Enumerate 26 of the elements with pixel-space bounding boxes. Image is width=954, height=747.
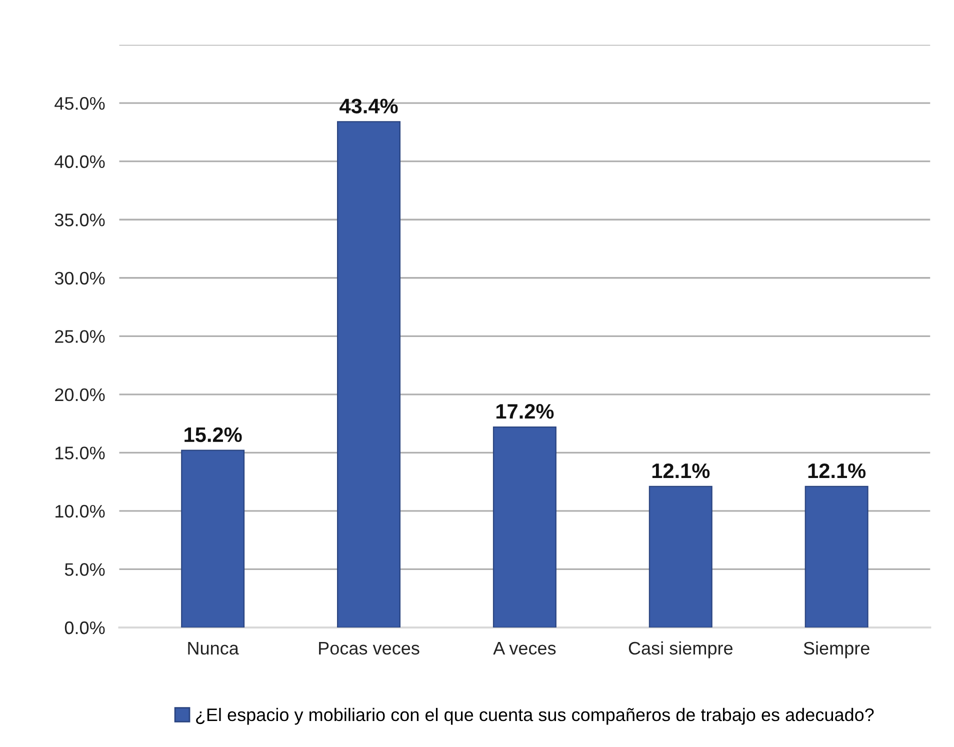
text: 12.1% (652, 463, 710, 478)
y-tick-label: 10.0% (56, 504, 105, 518)
x-tick-label: Casi siempre (628, 641, 733, 658)
y-tick-label: 30.0% (54, 272, 105, 285)
legend-label: ¿El espacio y mobiliario con el que cuenta sus compañeros de trabajo es adecuado? (196, 708, 874, 725)
text: 43.4% (340, 98, 398, 114)
x-tick-label: Siempre (804, 641, 870, 658)
x-tick-label: Pocas veces (319, 642, 420, 655)
y-tick-label: 15.0% (56, 446, 105, 460)
y-tick-label: 35.0% (54, 214, 105, 226)
bar (337, 121, 400, 628)
bar (804, 486, 868, 628)
y-tick-label: 0.0% (64, 621, 105, 634)
bar (181, 450, 245, 628)
x-tick-label: Nunca (188, 642, 239, 655)
x-tick-label: A veces (493, 642, 556, 655)
y-tick-label: 40.0% (54, 155, 105, 168)
y-tick-label: 25.0% (55, 330, 105, 343)
bar (492, 426, 556, 628)
bar (648, 486, 712, 628)
y-tick-label: 5.0% (64, 563, 105, 576)
y-tick-label: 45.0% (54, 97, 105, 110)
text: 17.2% (496, 404, 554, 419)
text: 12.1% (808, 463, 866, 478)
text: 15.2% (184, 427, 242, 442)
y-tick-label: 20.0% (55, 388, 105, 402)
